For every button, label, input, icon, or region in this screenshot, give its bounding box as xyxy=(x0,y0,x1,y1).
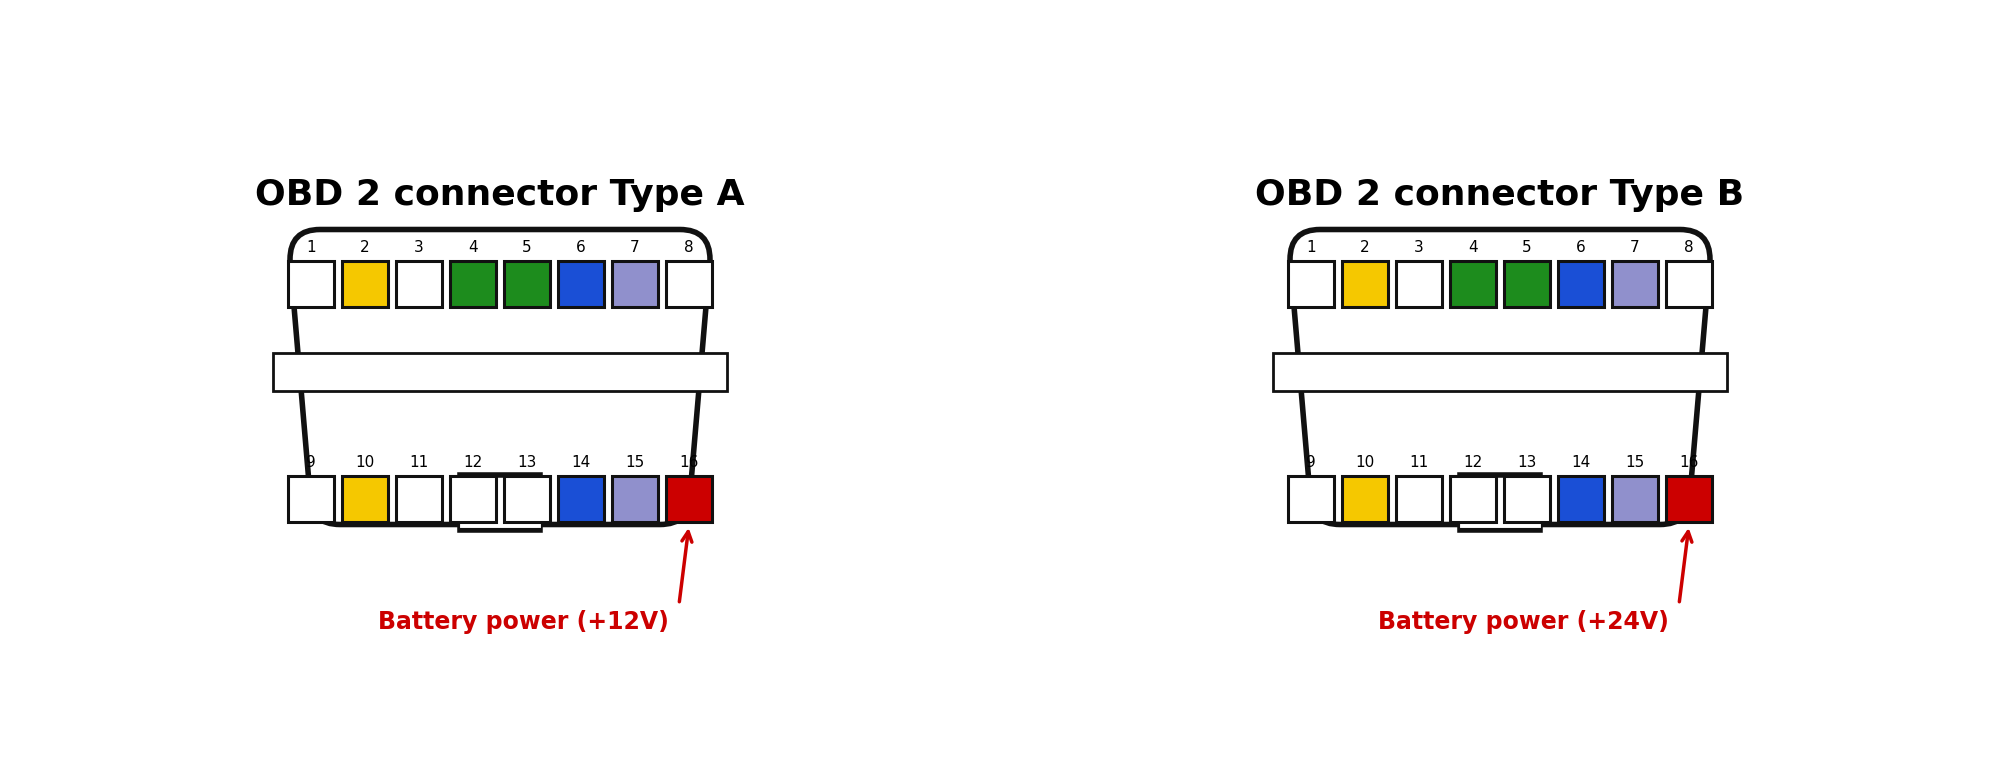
Text: 9: 9 xyxy=(1305,455,1315,470)
Bar xyxy=(1341,476,1387,522)
Bar xyxy=(1556,476,1602,522)
Bar xyxy=(611,261,657,307)
Bar xyxy=(1449,261,1495,307)
Text: Battery power (+24V): Battery power (+24V) xyxy=(1377,610,1668,634)
Bar xyxy=(1449,476,1495,522)
Bar xyxy=(450,476,496,522)
Text: 16: 16 xyxy=(1678,455,1698,470)
Text: 14: 14 xyxy=(571,455,589,470)
Text: 7: 7 xyxy=(629,240,639,255)
Bar xyxy=(503,261,549,307)
Text: 13: 13 xyxy=(1516,455,1536,470)
Bar xyxy=(396,261,442,307)
Text: 2: 2 xyxy=(1359,240,1369,255)
Bar xyxy=(557,476,603,522)
Text: 13: 13 xyxy=(517,455,535,470)
Bar xyxy=(1273,353,1726,391)
Text: 3: 3 xyxy=(1413,240,1423,255)
PathPatch shape xyxy=(1289,229,1708,525)
Bar xyxy=(274,353,727,391)
Bar xyxy=(1287,261,1333,307)
Bar xyxy=(1664,261,1710,307)
Text: 2: 2 xyxy=(360,240,370,255)
Text: 12: 12 xyxy=(464,455,482,470)
Text: 8: 8 xyxy=(683,240,693,255)
Text: OBD 2 connector Type B: OBD 2 connector Type B xyxy=(1255,177,1744,212)
Text: 11: 11 xyxy=(1409,455,1429,470)
Text: 12: 12 xyxy=(1463,455,1483,470)
Bar xyxy=(611,476,657,522)
Text: 6: 6 xyxy=(575,240,585,255)
Text: 5: 5 xyxy=(1520,240,1530,255)
Text: 14: 14 xyxy=(1570,455,1590,470)
Bar xyxy=(1287,476,1333,522)
Text: 15: 15 xyxy=(625,455,643,470)
Bar xyxy=(342,261,388,307)
Bar xyxy=(1502,476,1548,522)
Text: 11: 11 xyxy=(410,455,428,470)
Bar xyxy=(460,475,539,529)
Bar xyxy=(1395,261,1441,307)
Bar xyxy=(342,476,388,522)
Text: 6: 6 xyxy=(1574,240,1584,255)
Text: 4: 4 xyxy=(1467,240,1477,255)
Text: Battery power (+12V): Battery power (+12V) xyxy=(378,610,669,634)
Text: 5: 5 xyxy=(521,240,531,255)
Bar xyxy=(503,476,549,522)
Bar xyxy=(450,261,496,307)
Text: 7: 7 xyxy=(1630,240,1638,255)
Text: 3: 3 xyxy=(414,240,424,255)
Text: 10: 10 xyxy=(1355,455,1375,470)
Bar xyxy=(1610,261,1656,307)
Text: 10: 10 xyxy=(356,455,374,470)
Bar xyxy=(1556,261,1602,307)
Bar xyxy=(288,261,334,307)
Text: 8: 8 xyxy=(1684,240,1692,255)
Bar xyxy=(396,476,442,522)
Bar xyxy=(1664,476,1710,522)
Bar xyxy=(557,261,603,307)
Bar xyxy=(1395,476,1441,522)
Bar xyxy=(1341,261,1387,307)
Bar xyxy=(1610,476,1656,522)
Bar xyxy=(288,476,334,522)
Text: 1: 1 xyxy=(306,240,316,255)
Text: 15: 15 xyxy=(1624,455,1644,470)
Bar xyxy=(1502,261,1548,307)
Bar xyxy=(1459,475,1538,529)
Text: 9: 9 xyxy=(306,455,316,470)
Text: 1: 1 xyxy=(1305,240,1315,255)
Text: 4: 4 xyxy=(468,240,478,255)
Text: 16: 16 xyxy=(679,455,699,470)
Text: OBD 2 connector Type A: OBD 2 connector Type A xyxy=(256,177,745,212)
Bar xyxy=(665,261,711,307)
PathPatch shape xyxy=(290,229,709,525)
Bar xyxy=(665,476,711,522)
